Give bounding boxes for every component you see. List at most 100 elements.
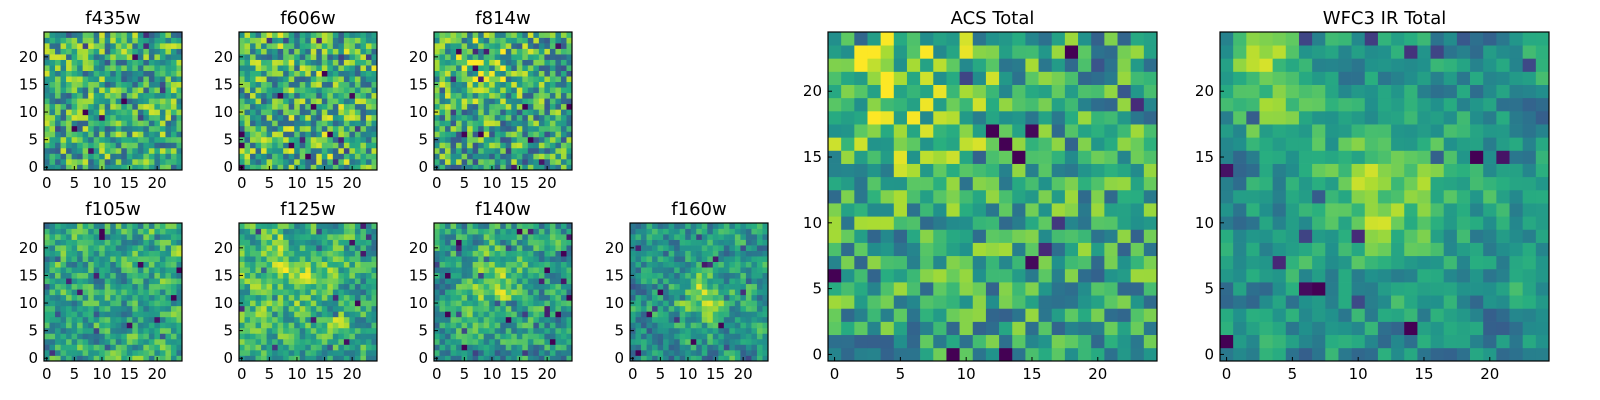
heatmap-cell — [310, 153, 317, 160]
heatmap-cell — [762, 305, 769, 312]
heatmap-cell — [718, 305, 725, 312]
heatmap-cell — [646, 256, 653, 262]
heatmap-cell — [49, 136, 56, 143]
heatmap-cell — [740, 294, 747, 301]
heatmap-cell — [751, 305, 758, 312]
heatmap-cell — [55, 223, 61, 229]
heatmap-cell — [445, 142, 451, 149]
heatmap-cell — [126, 322, 133, 329]
heatmap-cell — [652, 223, 658, 229]
heatmap-cell — [646, 349, 653, 356]
heatmap-cell — [549, 283, 556, 290]
heatmap-cell — [685, 245, 692, 251]
heatmap-cell — [121, 131, 128, 138]
heatmap-cell — [365, 322, 372, 329]
heatmap-cell — [467, 103, 473, 110]
heatmap-cell — [266, 114, 273, 121]
heatmap-cell — [555, 59, 562, 66]
heatmap-cell — [555, 76, 562, 83]
heatmap-cell — [283, 338, 290, 345]
heatmap-cell — [690, 289, 697, 296]
heatmap-cell — [110, 223, 117, 229]
heatmap-cell — [456, 142, 462, 149]
heatmap-cell — [646, 316, 653, 323]
heatmap-cell — [261, 272, 267, 279]
x-tick-label: 20 — [343, 174, 362, 192]
heatmap-cell — [176, 256, 183, 262]
heatmap-cell — [283, 261, 290, 268]
heatmap-cell — [555, 305, 562, 312]
heatmap-cell — [310, 76, 317, 83]
heatmap-cell — [294, 311, 301, 318]
heatmap-cell — [66, 37, 72, 44]
heatmap-cell — [255, 147, 262, 154]
heatmap-cell — [60, 92, 67, 99]
heatmap-cell — [494, 164, 501, 171]
heatmap-cell — [255, 228, 262, 235]
heatmap-cell — [679, 338, 686, 345]
heatmap-cell — [110, 289, 117, 296]
heatmap-cell — [652, 311, 658, 318]
heatmap-cell — [343, 256, 350, 262]
y-tick-label: 0 — [223, 349, 233, 367]
heatmap-cell — [472, 37, 479, 44]
heatmap-cell — [985, 255, 1000, 270]
heatmap-cell — [751, 300, 758, 307]
heatmap-cell — [49, 344, 56, 351]
heatmap-cell — [360, 239, 367, 246]
heatmap-cell — [272, 136, 278, 143]
heatmap-cell — [549, 239, 556, 246]
heatmap-cell — [456, 322, 462, 329]
heatmap-cell — [349, 267, 356, 274]
heatmap-cell — [60, 228, 67, 235]
heatmap-cell — [44, 48, 50, 55]
heatmap-cell — [445, 344, 451, 351]
heatmap-cell — [544, 344, 551, 351]
heatmap-cell — [756, 278, 763, 285]
heatmap-cell — [828, 216, 842, 230]
heatmap-cell — [1104, 229, 1118, 243]
heatmap-cell — [461, 250, 468, 257]
heatmap-cell — [338, 147, 345, 154]
heatmap-cell — [343, 272, 350, 279]
heatmap-cell — [456, 32, 462, 38]
heatmap-cell — [456, 147, 462, 154]
heatmap-cell — [354, 87, 361, 94]
heatmap-cell — [489, 76, 496, 83]
heatmap-cell — [77, 267, 83, 274]
heatmap-cell — [77, 228, 83, 235]
heatmap-cell — [104, 92, 111, 99]
heatmap-cell — [893, 321, 908, 336]
heatmap-cell — [522, 142, 529, 149]
heatmap-cell — [137, 272, 144, 279]
heatmap-cell — [933, 189, 947, 204]
heatmap-cell — [538, 147, 545, 154]
heatmap-cell — [82, 48, 89, 55]
heatmap-cell — [751, 316, 758, 323]
heatmap-cell — [489, 142, 496, 149]
heatmap-cell — [494, 98, 501, 105]
heatmap-cell — [718, 261, 725, 268]
heatmap-cell — [349, 300, 356, 307]
heatmap-cell — [66, 316, 72, 323]
heatmap-cell — [690, 316, 697, 323]
heatmap-cell — [663, 278, 669, 285]
heatmap-cell — [288, 289, 295, 296]
heatmap-cell — [445, 272, 451, 279]
heatmap-cell — [456, 316, 462, 323]
heatmap-cell — [321, 294, 328, 301]
y-tick-label: 5 — [223, 322, 233, 340]
heatmap-cell — [244, 278, 251, 285]
heatmap-cell — [143, 311, 150, 318]
heatmap-cell — [972, 203, 987, 217]
heatmap-cell — [685, 256, 692, 262]
heatmap-cell — [533, 48, 540, 55]
heatmap-cell — [663, 283, 669, 290]
heatmap-cell — [283, 32, 290, 38]
heatmap-cell — [354, 32, 361, 38]
heatmap-cell — [494, 131, 501, 138]
heatmap-cell — [321, 48, 328, 55]
heatmap-cell — [104, 59, 111, 66]
heatmap-cell — [472, 289, 479, 296]
heatmap-cell — [360, 294, 367, 301]
